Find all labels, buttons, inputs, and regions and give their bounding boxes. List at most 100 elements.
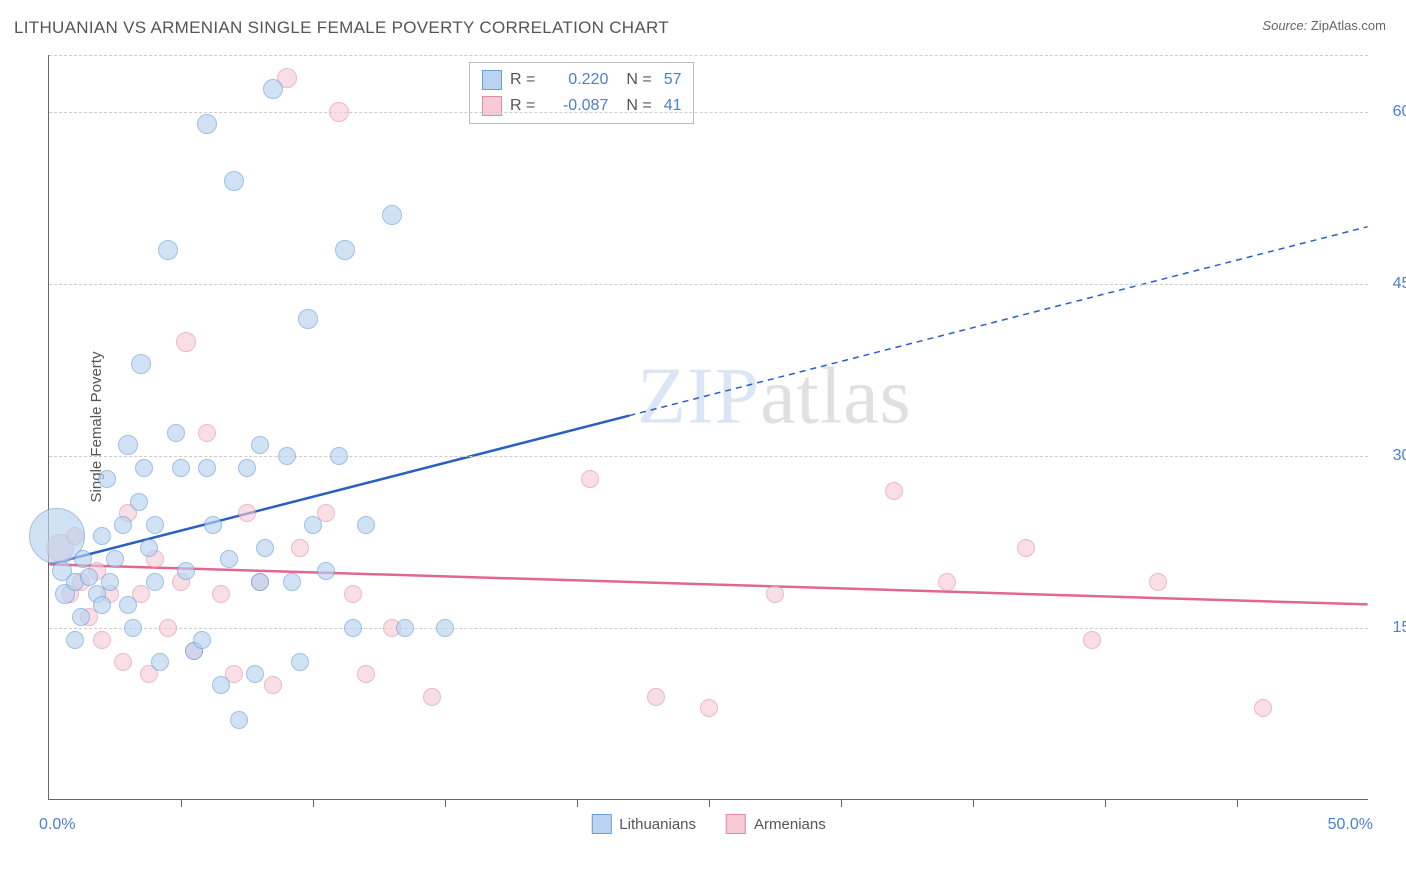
data-point-lithuanians	[158, 240, 178, 260]
data-point-lithuanians	[204, 516, 222, 534]
data-point-lithuanians	[93, 596, 111, 614]
data-point-lithuanians	[344, 619, 362, 637]
data-point-armenians	[1149, 573, 1167, 591]
data-point-lithuanians	[146, 573, 164, 591]
data-point-armenians	[1254, 699, 1272, 717]
x-tick	[973, 799, 974, 807]
data-point-lithuanians	[146, 516, 164, 534]
data-point-armenians	[647, 688, 665, 706]
plot-area: Single Female Poverty R = 0.220 N = 57 R…	[48, 55, 1368, 800]
data-point-lithuanians	[197, 114, 217, 134]
data-point-armenians	[93, 631, 111, 649]
data-point-lithuanians	[246, 665, 264, 683]
data-point-lithuanians	[317, 562, 335, 580]
chart-container: LITHUANIAN VS ARMENIAN SINGLE FEMALE POV…	[0, 0, 1406, 892]
chart-source: Source: ZipAtlas.com	[1262, 18, 1386, 33]
data-point-lithuanians	[98, 470, 116, 488]
data-point-lithuanians	[106, 550, 124, 568]
y-tick-label: 15.0%	[1393, 619, 1406, 637]
data-point-armenians	[264, 676, 282, 694]
y-tick-label: 60.0%	[1393, 103, 1406, 121]
data-point-lithuanians	[72, 608, 90, 626]
data-point-lithuanians	[114, 516, 132, 534]
data-point-armenians	[114, 653, 132, 671]
data-point-lithuanians	[151, 653, 169, 671]
data-point-lithuanians	[396, 619, 414, 637]
y-tick-label: 45.0%	[1393, 275, 1406, 293]
data-point-armenians	[423, 688, 441, 706]
data-point-armenians	[238, 504, 256, 522]
data-point-lithuanians	[382, 205, 402, 225]
data-point-armenians	[938, 573, 956, 591]
data-point-lithuanians	[335, 240, 355, 260]
data-point-lithuanians	[278, 447, 296, 465]
x-tick	[1105, 799, 1106, 807]
x-tick	[313, 799, 314, 807]
x-tick	[709, 799, 710, 807]
data-point-armenians	[344, 585, 362, 603]
data-point-lithuanians	[291, 653, 309, 671]
data-point-lithuanians	[130, 493, 148, 511]
data-point-lithuanians	[167, 424, 185, 442]
data-point-lithuanians	[101, 573, 119, 591]
data-point-armenians	[581, 470, 599, 488]
data-point-lithuanians	[193, 631, 211, 649]
data-point-lithuanians	[230, 711, 248, 729]
data-point-lithuanians	[177, 562, 195, 580]
data-point-armenians	[176, 332, 196, 352]
data-point-lithuanians	[436, 619, 454, 637]
data-point-lithuanians	[251, 573, 269, 591]
x-tick	[181, 799, 182, 807]
legend-item-lithuanians: Lithuanians	[591, 814, 696, 834]
gridline	[49, 284, 1368, 285]
series-legend: Lithuanians Armenians	[591, 814, 825, 834]
gridline	[49, 456, 1368, 457]
data-point-lithuanians	[131, 354, 151, 374]
data-point-lithuanians	[256, 539, 274, 557]
data-point-armenians	[700, 699, 718, 717]
x-axis-label-max: 50.0%	[1328, 816, 1373, 834]
data-point-lithuanians	[118, 435, 138, 455]
data-point-armenians	[291, 539, 309, 557]
chart-title: LITHUANIAN VS ARMENIAN SINGLE FEMALE POV…	[14, 18, 669, 38]
data-point-armenians	[212, 585, 230, 603]
data-point-lithuanians	[93, 527, 111, 545]
source-label: Source:	[1262, 18, 1307, 33]
data-point-lithuanians	[66, 631, 84, 649]
y-tick-label: 30.0%	[1393, 447, 1406, 465]
data-point-lithuanians	[140, 539, 158, 557]
data-point-armenians	[159, 619, 177, 637]
data-point-lithuanians	[80, 568, 98, 586]
data-point-lithuanians	[357, 516, 375, 534]
x-tick	[577, 799, 578, 807]
source-value: ZipAtlas.com	[1311, 18, 1386, 33]
data-point-armenians	[198, 424, 216, 442]
data-point-lithuanians	[220, 550, 238, 568]
data-point-lithuanians	[263, 79, 283, 99]
x-tick	[1237, 799, 1238, 807]
x-tick	[445, 799, 446, 807]
data-point-lithuanians	[135, 459, 153, 477]
x-axis-label-min: 0.0%	[39, 816, 75, 834]
data-point-armenians	[885, 482, 903, 500]
data-point-lithuanians	[251, 436, 269, 454]
gridline	[49, 628, 1368, 629]
data-point-lithuanians	[172, 459, 190, 477]
data-point-lithuanians	[124, 619, 142, 637]
data-point-lithuanians	[304, 516, 322, 534]
data-point-lithuanians	[74, 550, 92, 568]
gridline	[49, 112, 1368, 113]
gridline	[49, 55, 1368, 56]
data-point-armenians	[329, 102, 349, 122]
data-point-armenians	[1017, 539, 1035, 557]
data-point-lithuanians	[298, 309, 318, 329]
data-point-lithuanians	[119, 596, 137, 614]
data-point-lithuanians	[238, 459, 256, 477]
data-point-lithuanians	[224, 171, 244, 191]
data-point-lithuanians	[212, 676, 230, 694]
x-tick	[841, 799, 842, 807]
data-point-armenians	[357, 665, 375, 683]
legend-item-armenians: Armenians	[726, 814, 826, 834]
data-point-armenians	[1083, 631, 1101, 649]
data-point-armenians	[766, 585, 784, 603]
